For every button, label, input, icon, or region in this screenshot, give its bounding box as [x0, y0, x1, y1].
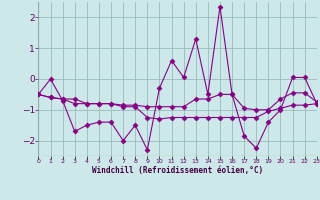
X-axis label: Windchill (Refroidissement éolien,°C): Windchill (Refroidissement éolien,°C) [92, 166, 263, 175]
